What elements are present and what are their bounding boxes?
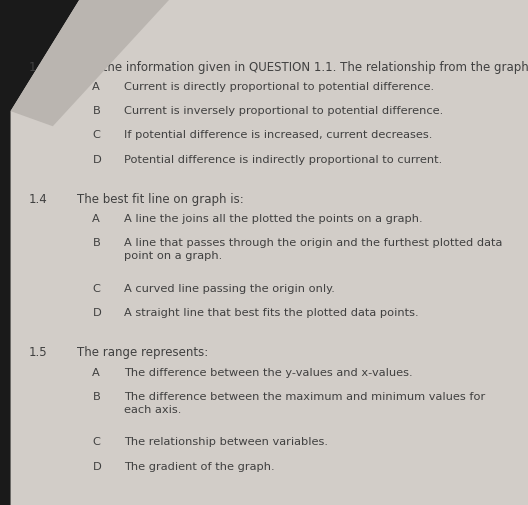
Text: The relationship between variables.: The relationship between variables. <box>124 437 328 447</box>
Text: The difference between the maximum and minimum values for
each axis.: The difference between the maximum and m… <box>124 392 485 415</box>
Text: Potential difference is indirectly proportional to current.: Potential difference is indirectly propo… <box>124 155 442 165</box>
Text: C: C <box>92 284 100 294</box>
Text: A line the joins all the plotted the points on a graph.: A line the joins all the plotted the poi… <box>124 214 423 224</box>
Text: A: A <box>92 82 100 92</box>
Text: A curved line passing the origin only.: A curved line passing the origin only. <box>124 284 335 294</box>
Text: 1.3: 1.3 <box>29 61 48 74</box>
Text: The best fit line on graph is:: The best fit line on graph is: <box>77 193 243 206</box>
Text: Use the information given in QUESTION 1.1. The relationship from the graph i: Use the information given in QUESTION 1.… <box>77 61 528 74</box>
Text: The range represents:: The range represents: <box>77 346 208 360</box>
Text: A straight line that best fits the plotted data points.: A straight line that best fits the plott… <box>124 308 419 318</box>
Text: Current is directly proportional to potential difference.: Current is directly proportional to pote… <box>124 82 434 92</box>
Text: The gradient of the graph.: The gradient of the graph. <box>124 462 275 472</box>
Text: A line that passes through the origin and the furthest plotted data
point on a g: A line that passes through the origin an… <box>124 238 503 261</box>
Text: C: C <box>92 437 100 447</box>
Text: C: C <box>92 130 100 140</box>
Text: A: A <box>92 368 100 378</box>
Text: D: D <box>92 308 101 318</box>
Text: 1.4: 1.4 <box>29 193 48 206</box>
Text: A: A <box>92 214 100 224</box>
Text: B: B <box>92 392 100 402</box>
Text: B: B <box>92 238 100 248</box>
Text: D: D <box>92 462 101 472</box>
Text: The difference between the y-values and x-values.: The difference between the y-values and … <box>124 368 413 378</box>
Text: Current is inversely proportional to potential difference.: Current is inversely proportional to pot… <box>124 106 444 116</box>
Text: D: D <box>92 155 101 165</box>
Text: If potential difference is increased, current decreases.: If potential difference is increased, cu… <box>124 130 432 140</box>
Text: B: B <box>92 106 100 116</box>
Text: 1.5: 1.5 <box>29 346 48 360</box>
